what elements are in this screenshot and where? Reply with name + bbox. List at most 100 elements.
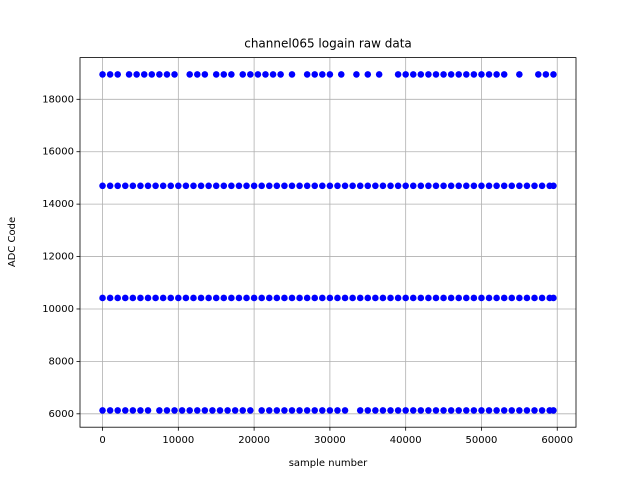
data-point <box>201 71 209 78</box>
data-point <box>182 182 190 190</box>
data-point <box>319 182 326 190</box>
data-point <box>99 407 106 414</box>
data-point <box>250 294 258 302</box>
data-point <box>197 182 205 190</box>
data-point <box>349 294 356 302</box>
data-point <box>334 182 341 190</box>
data-point <box>550 182 557 190</box>
data-point <box>288 294 296 302</box>
data-point <box>470 71 478 78</box>
data-point <box>288 182 296 190</box>
data-point <box>372 294 379 302</box>
data-point <box>485 182 493 190</box>
data-point <box>341 294 349 302</box>
data-point <box>550 294 557 302</box>
data-point <box>337 71 345 78</box>
data-point <box>114 407 122 414</box>
data-point <box>500 407 508 414</box>
data-point <box>508 182 516 190</box>
y-axis-label: ADC Code <box>7 217 18 267</box>
data-point <box>303 71 311 78</box>
data-point <box>137 294 144 302</box>
plot-frame <box>79 57 577 428</box>
data-point <box>478 71 485 78</box>
data-point <box>311 294 319 302</box>
data-point <box>178 407 186 414</box>
data-point <box>193 71 201 78</box>
data-point <box>171 407 178 414</box>
data-point <box>254 71 262 78</box>
data-point <box>106 182 114 190</box>
data-point <box>258 407 265 414</box>
y-tick-label: 6000 <box>49 409 74 420</box>
y-tick-label: 12000 <box>42 252 74 263</box>
data-point <box>269 71 277 78</box>
data-point <box>281 182 288 190</box>
data-point <box>500 71 508 78</box>
data-point <box>531 294 538 302</box>
data-point <box>216 407 224 414</box>
data-point <box>402 71 409 78</box>
data-point <box>148 71 156 78</box>
data-point <box>417 407 425 414</box>
data-point <box>356 182 364 190</box>
data-point <box>402 407 409 414</box>
data-point <box>356 407 364 414</box>
data-point <box>432 182 440 190</box>
data-point <box>152 182 159 190</box>
data-point <box>137 407 144 414</box>
data-point <box>432 294 440 302</box>
data-point <box>121 407 129 414</box>
data-point <box>542 71 550 78</box>
data-point <box>133 71 140 78</box>
data-point <box>231 407 239 414</box>
data-point <box>190 294 197 302</box>
data-point <box>417 71 425 78</box>
data-point <box>243 294 250 302</box>
data-point <box>175 182 182 190</box>
data-point <box>364 182 372 190</box>
data-point <box>99 71 106 78</box>
data-point <box>326 71 334 78</box>
data-point <box>212 294 220 302</box>
data-point <box>493 407 500 414</box>
data-point <box>409 294 417 302</box>
data-point <box>265 294 273 302</box>
data-point <box>121 294 129 302</box>
data-point <box>319 294 326 302</box>
data-point <box>296 407 303 414</box>
data-point <box>534 71 542 78</box>
data-point <box>303 182 311 190</box>
data-point <box>463 182 470 190</box>
data-point <box>129 294 137 302</box>
data-point <box>508 407 516 414</box>
data-point <box>550 407 557 414</box>
x-tick-label: 0 <box>99 435 105 446</box>
data-point <box>364 71 372 78</box>
data-point <box>129 182 137 190</box>
data-point <box>220 182 228 190</box>
data-point <box>409 182 417 190</box>
data-point <box>425 407 432 414</box>
data-point <box>182 294 190 302</box>
data-point <box>167 294 175 302</box>
data-point <box>478 407 485 414</box>
data-point <box>432 71 440 78</box>
data-point <box>193 407 201 414</box>
data-point <box>364 407 372 414</box>
data-point <box>417 294 425 302</box>
y-tick-label: 8000 <box>49 356 74 367</box>
data-point <box>425 294 432 302</box>
data-point <box>334 407 341 414</box>
data-point <box>175 294 182 302</box>
data-point <box>114 182 122 190</box>
data-point <box>516 407 523 414</box>
data-point <box>99 294 106 302</box>
data-point <box>235 182 243 190</box>
data-point <box>311 182 319 190</box>
data-point <box>137 182 144 190</box>
data-point <box>224 407 231 414</box>
data-point <box>531 407 538 414</box>
data-point <box>319 407 326 414</box>
